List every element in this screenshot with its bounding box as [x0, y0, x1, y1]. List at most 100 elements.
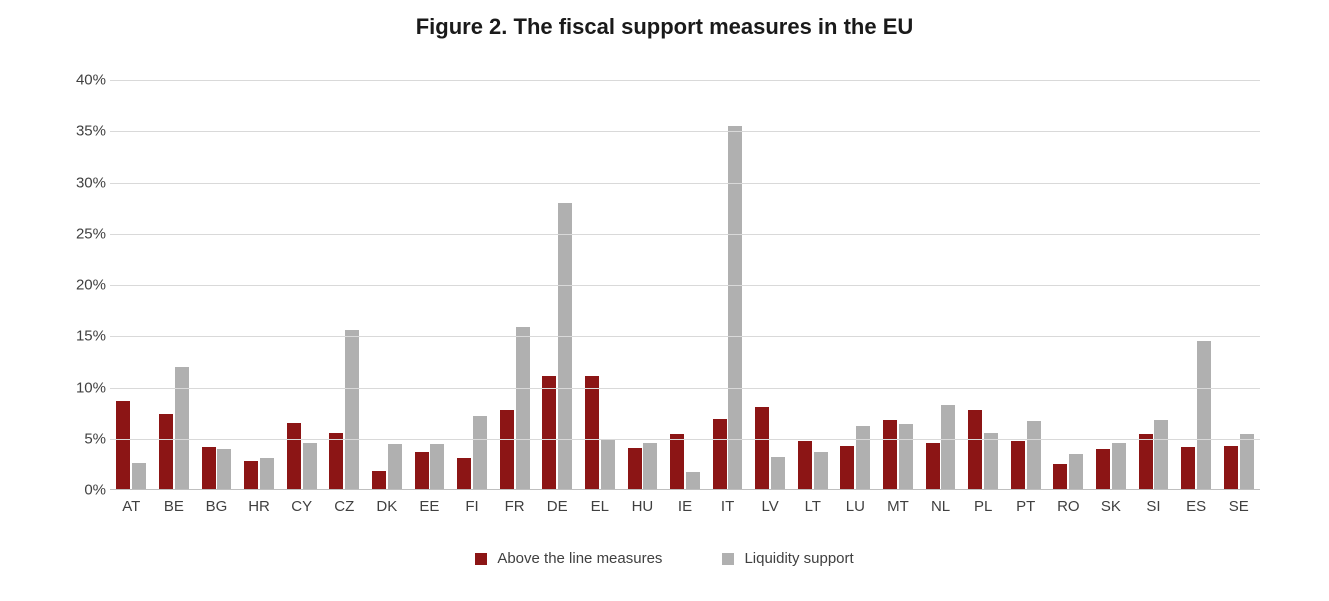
bar	[1112, 443, 1126, 490]
xtick-label: IE	[678, 498, 692, 515]
xtick-label: LT	[805, 498, 821, 515]
ytick-label: 25%	[76, 225, 106, 242]
bar	[814, 452, 828, 490]
bar	[1069, 454, 1083, 490]
ytick-label: 10%	[76, 379, 106, 396]
grid-line	[110, 336, 1260, 337]
xtick-label: ES	[1186, 498, 1206, 515]
grid-line	[110, 285, 1260, 286]
bar	[516, 327, 530, 490]
xtick-label: PT	[1016, 498, 1035, 515]
ytick-label: 20%	[76, 277, 106, 294]
ytick-label: 40%	[76, 72, 106, 89]
plot-area	[110, 80, 1260, 490]
bar	[585, 376, 599, 490]
legend-swatch	[722, 553, 734, 565]
xtick-label: PL	[974, 498, 992, 515]
ytick-label: 30%	[76, 174, 106, 191]
bar	[1096, 449, 1110, 490]
grid-line	[110, 80, 1260, 81]
bar	[159, 414, 173, 490]
bar	[457, 458, 471, 490]
bar	[260, 458, 274, 490]
bar	[628, 448, 642, 490]
bar	[984, 433, 998, 490]
bar	[883, 420, 897, 490]
xtick-label: LV	[762, 498, 779, 515]
xtick-label: IT	[721, 498, 734, 515]
bar	[968, 410, 982, 490]
grid-line	[110, 388, 1260, 389]
bar	[244, 461, 258, 490]
bar	[558, 203, 572, 490]
legend-label: Liquidity support	[744, 550, 853, 567]
bar	[473, 416, 487, 490]
bar	[1053, 464, 1067, 490]
figure-container: Figure 2. The fiscal support measures in…	[0, 0, 1329, 601]
xtick-label: HR	[248, 498, 270, 515]
grid-line	[110, 183, 1260, 184]
ytick-label: 5%	[84, 430, 106, 447]
grid-line	[110, 234, 1260, 235]
bar	[670, 434, 684, 490]
bar	[388, 444, 402, 490]
ytick-label: 15%	[76, 328, 106, 345]
ytick-label: 35%	[76, 123, 106, 140]
bar	[728, 126, 742, 490]
bar	[686, 472, 700, 490]
xtick-label: CZ	[334, 498, 354, 515]
bar	[287, 423, 301, 490]
bar	[116, 401, 130, 490]
bar	[771, 457, 785, 490]
legend-label: Above the line measures	[497, 550, 662, 567]
xtick-label: NL	[931, 498, 950, 515]
x-axis-line	[110, 489, 1260, 490]
bar	[500, 410, 514, 490]
xtick-label: CY	[291, 498, 312, 515]
bar	[856, 426, 870, 490]
bar	[926, 443, 940, 490]
bar	[542, 376, 556, 490]
bar	[217, 449, 231, 490]
legend-swatch	[475, 553, 487, 565]
grid-line	[110, 131, 1260, 132]
bar	[798, 441, 812, 490]
grid-line	[110, 439, 1260, 440]
ytick-label: 0%	[84, 482, 106, 499]
bar	[1027, 421, 1041, 490]
xtick-label: MT	[887, 498, 909, 515]
bar	[415, 452, 429, 490]
xtick-label: BE	[164, 498, 184, 515]
xtick-label: DK	[376, 498, 397, 515]
bar	[713, 419, 727, 490]
legend-item: Liquidity support	[722, 550, 853, 567]
chart-title: Figure 2. The fiscal support measures in…	[0, 14, 1329, 40]
bar	[643, 443, 657, 490]
bar	[1224, 446, 1238, 490]
bar	[303, 443, 317, 490]
xtick-label: HU	[632, 498, 654, 515]
xtick-label: SE	[1229, 498, 1249, 515]
x-axis: ATBEBGHRCYCZDKEEFIFRDEELHUIEITLVLTLUMTNL…	[110, 498, 1260, 526]
bar	[345, 330, 359, 490]
bar	[1240, 434, 1254, 490]
bar	[430, 444, 444, 490]
y-axis: 0%5%10%15%20%25%30%35%40%	[50, 80, 110, 490]
bar	[202, 447, 216, 490]
bar	[755, 407, 769, 490]
xtick-label: FI	[465, 498, 478, 515]
bar	[601, 439, 615, 490]
xtick-label: SK	[1101, 498, 1121, 515]
bar	[329, 433, 343, 490]
xtick-label: DE	[547, 498, 568, 515]
bar	[941, 405, 955, 490]
bar	[899, 424, 913, 490]
xtick-label: EL	[591, 498, 609, 515]
bar	[175, 367, 189, 490]
xtick-label: AT	[122, 498, 140, 515]
xtick-label: FR	[505, 498, 525, 515]
bar	[1154, 420, 1168, 490]
legend: Above the line measures Liquidity support	[0, 550, 1329, 567]
bar	[132, 463, 146, 490]
bar	[1181, 447, 1195, 490]
